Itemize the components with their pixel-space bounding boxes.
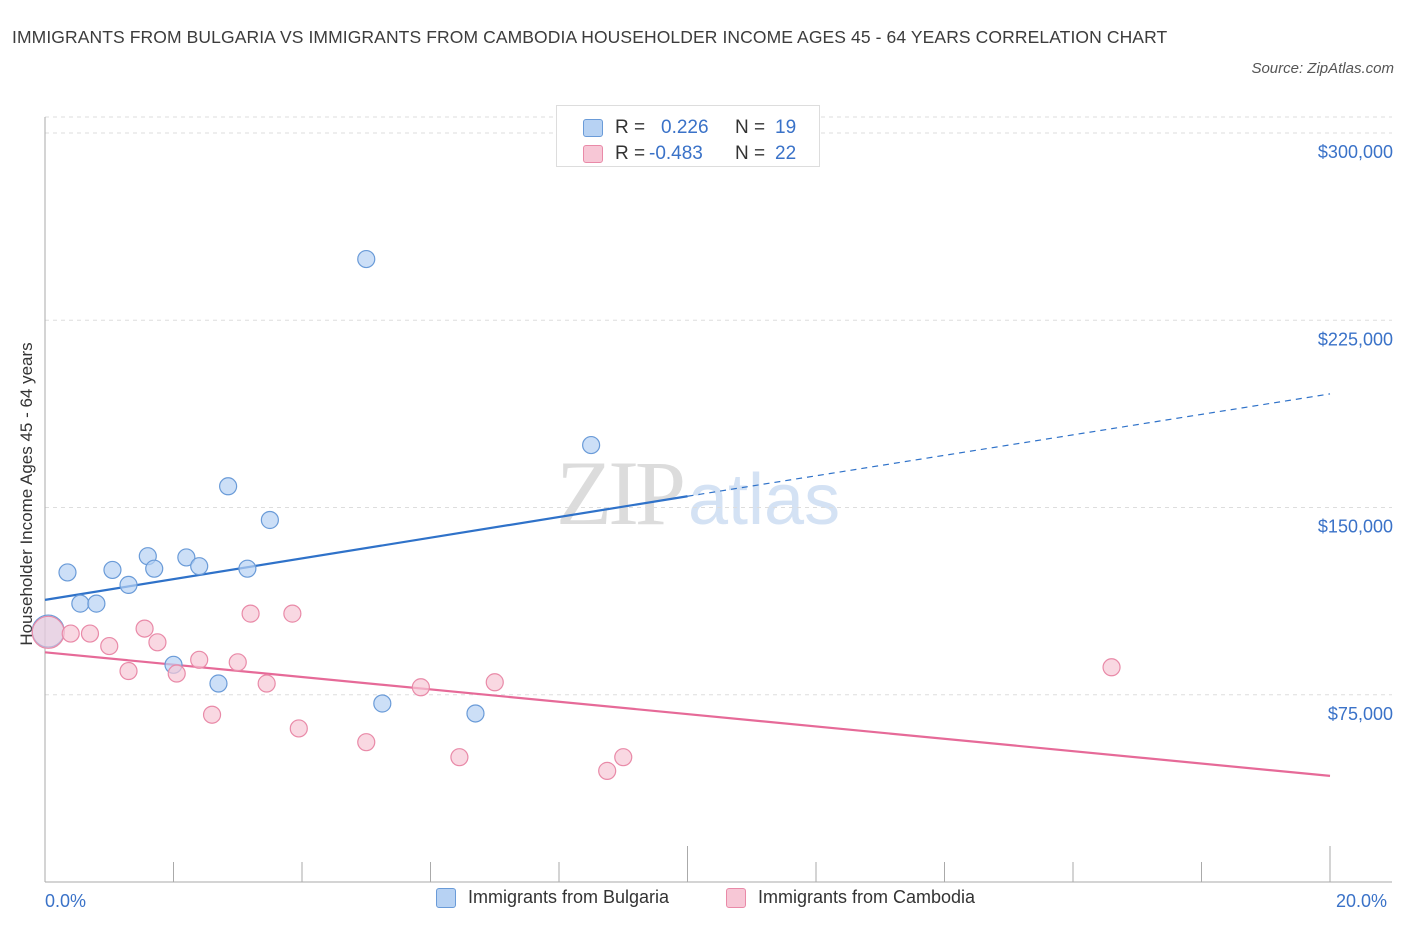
bulgaria-point <box>103 560 122 580</box>
legend-item-bulgaria: Immigrants from Bulgaria <box>436 887 669 908</box>
n-value: 19 <box>775 117 797 138</box>
r-label: R = <box>615 143 646 164</box>
legend-label-bulgaria: Immigrants from Bulgaria <box>468 887 670 907</box>
bulgaria-point <box>466 704 485 723</box>
stats-legend-row-bulgaria: R = 0.226 N = 19 <box>557 115 819 141</box>
bulgaria-point <box>582 435 601 455</box>
watermark-zip: ZIP <box>556 442 686 544</box>
cambodia-point <box>119 661 138 681</box>
y-tick-label: $300,000 <box>1318 142 1393 162</box>
trend-line-bulgaria <box>44 495 688 601</box>
cambodia-point <box>80 624 100 643</box>
cambodia-point <box>228 653 247 672</box>
chart-title: IMMIGRANTS FROM BULGARIA VS IMMIGRANTS F… <box>12 27 1168 47</box>
y-tick-label: $225,000 <box>1318 329 1393 349</box>
chart-source: Source: ZipAtlas.com <box>1251 60 1394 77</box>
watermark-atlas: atlas <box>688 460 841 540</box>
bulgaria-point <box>177 548 196 567</box>
n-value: 22 <box>775 143 797 164</box>
cambodia-point <box>202 705 222 724</box>
r-value: 0.226 <box>661 117 709 138</box>
y-tick-label: $75,000 <box>1328 704 1393 724</box>
legend-item-cambodia: Immigrants from Cambodia <box>726 887 975 908</box>
cambodia-point <box>241 604 260 623</box>
n-label: N = <box>735 117 766 138</box>
bulgaria-point <box>219 477 238 496</box>
cambodia-point <box>598 761 617 780</box>
cambodia-point <box>190 650 209 669</box>
bulgaria-point <box>71 594 90 613</box>
cambodia-point <box>1102 658 1121 677</box>
series-legend: Immigrants from Bulgaria Immigrants from… <box>0 887 1406 917</box>
cambodia-point <box>411 678 430 697</box>
cambodia-point <box>31 615 65 649</box>
n-label: N = <box>735 143 766 164</box>
r-label: R = <box>615 117 646 138</box>
cambodia-point <box>485 673 504 692</box>
cambodia-point <box>167 664 186 683</box>
cambodia-point <box>614 748 633 767</box>
cambodia-point <box>61 624 80 643</box>
bulgaria-point <box>119 575 138 594</box>
stats-legend-row-cambodia: R = -0.483 N = 22 <box>557 141 819 167</box>
watermark: ZIPatlas <box>556 440 840 546</box>
legend-swatch-cambodia <box>726 887 746 908</box>
bulgaria-swatch <box>583 119 603 137</box>
bulgaria-point <box>238 559 257 578</box>
cambodia-point <box>289 719 308 738</box>
bulgaria-point <box>209 674 228 693</box>
cambodia-point <box>450 748 469 767</box>
bulgaria-point <box>87 594 106 613</box>
x-tick-label-max: 20.0% <box>1336 891 1388 911</box>
legend-swatch-bulgaria <box>436 887 456 908</box>
bulgaria-point <box>190 557 209 576</box>
cambodia-swatch <box>583 145 603 163</box>
bulgaria-point <box>145 559 164 578</box>
cambodia-point <box>148 633 167 652</box>
bulgaria-point <box>58 563 77 582</box>
bulgaria-point <box>373 694 392 713</box>
cambodia-point <box>357 733 376 752</box>
trend-line-cambodia <box>44 651 1331 777</box>
bulgaria-point <box>357 249 376 269</box>
stats-legend: R = 0.226 N = 19 R = -0.483 N = 22 <box>556 105 820 167</box>
r-value: -0.483 <box>649 143 703 164</box>
cambodia-point <box>283 604 302 623</box>
bulgaria-point <box>260 510 279 530</box>
trend-line-bulgaria-extension <box>687 393 1331 497</box>
y-tick-label: $150,000 <box>1318 517 1393 537</box>
x-tick-label-min: 0.0% <box>45 891 87 911</box>
cambodia-point <box>257 674 276 693</box>
cambodia-point <box>135 619 154 638</box>
cambodia-point <box>100 636 119 656</box>
legend-label-cambodia: Immigrants from Cambodia <box>758 887 976 907</box>
